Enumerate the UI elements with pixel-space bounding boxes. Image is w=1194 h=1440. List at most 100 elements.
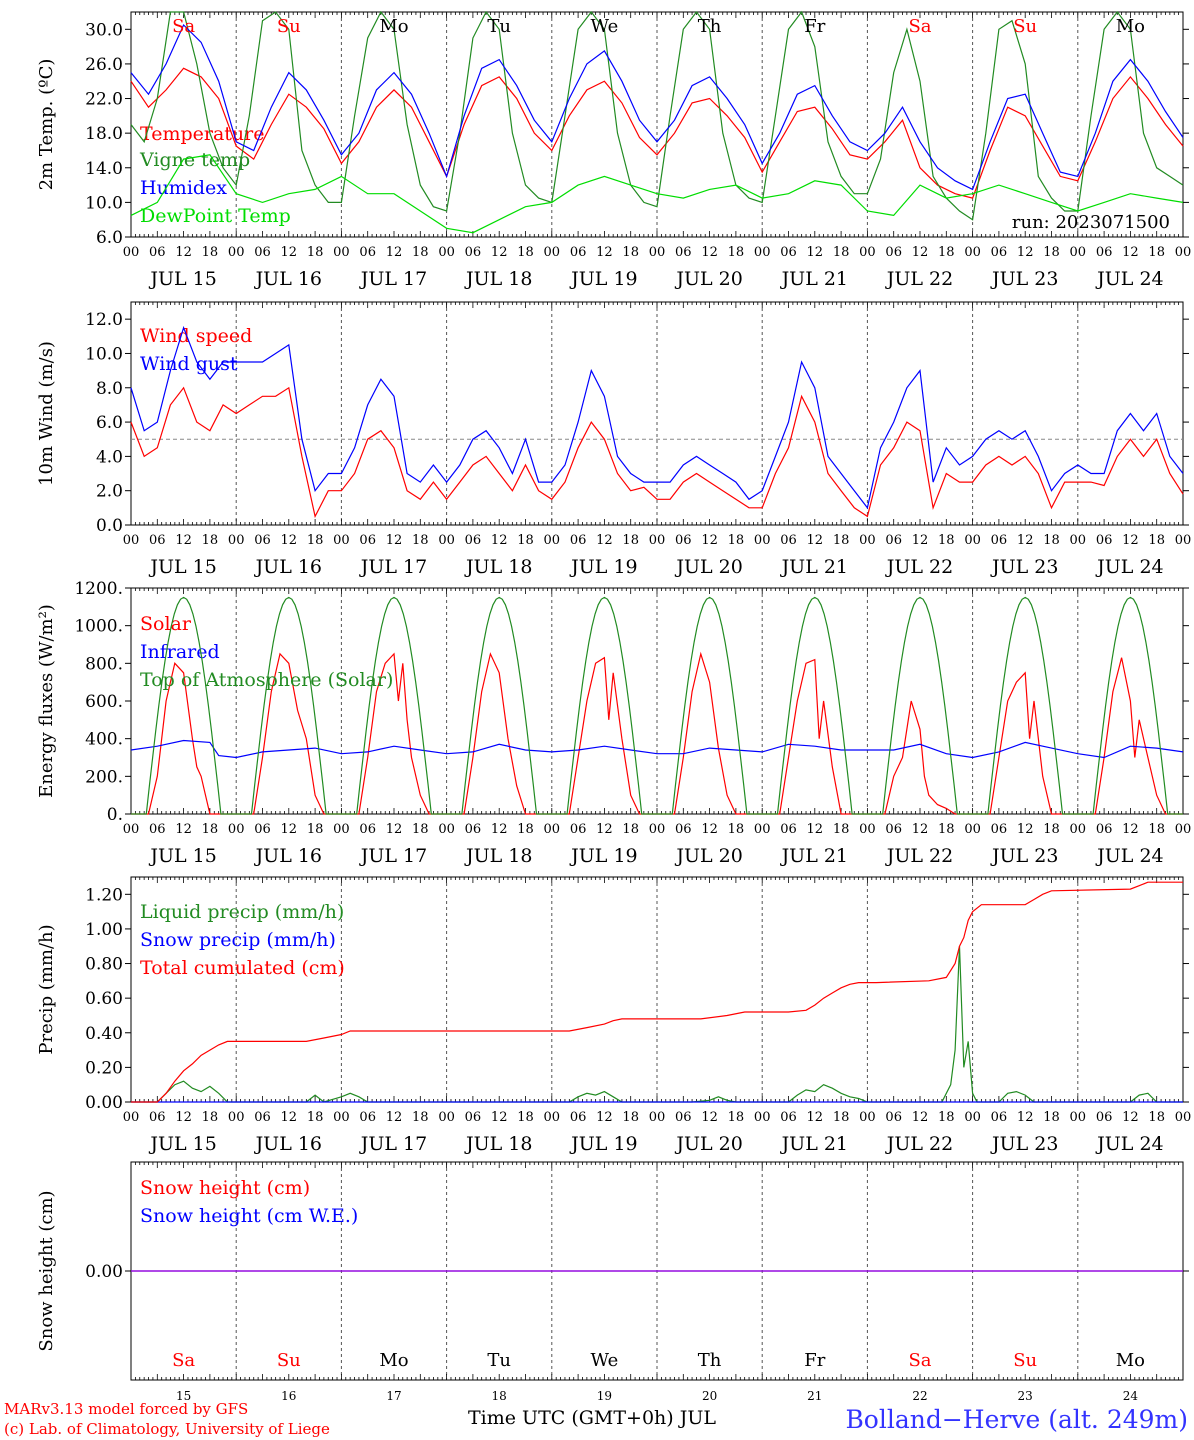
hour-label: 18 [1043, 533, 1060, 548]
legend-entry: Vigne temp [139, 149, 250, 171]
hour-label: 18 [1148, 245, 1165, 260]
legend-entry: Liquid precip (mm/h) [140, 901, 344, 923]
y-tick-label: 400. [85, 730, 123, 750]
date-label: JUL 23 [990, 556, 1058, 578]
hour-label: 00 [228, 822, 245, 837]
day-number-label: 21 [807, 1389, 822, 1403]
hour-label: 12 [1017, 533, 1034, 548]
y-tick-label: 14.0 [85, 159, 123, 179]
hour-label: 00 [123, 533, 140, 548]
y-tick-label: 1200. [74, 579, 123, 599]
hour-label: 18 [1043, 1110, 1060, 1125]
panel-1: 6.0 10.0 14.0 18.0 22.0 26.0 30.0 2m Temp. (ºC)… [36, 10, 1192, 290]
date-label: JUL 24 [1095, 845, 1163, 867]
weekday-label: Su [1013, 16, 1037, 37]
hour-label: 06 [885, 822, 902, 837]
hour-label: 12 [175, 1110, 192, 1125]
y-tick-label: 6.0 [96, 413, 123, 433]
date-label: JUL 22 [885, 556, 953, 578]
hour-label: 12 [912, 822, 929, 837]
hour-label: 12 [281, 533, 298, 548]
series-line-dewpoint-temp [130, 154, 1184, 234]
hour-label: 06 [254, 245, 271, 260]
hour-label: 06 [675, 245, 692, 260]
hour-label: 12 [807, 245, 824, 260]
hour-label: 00 [438, 1110, 455, 1125]
date-label: JUL 22 [885, 268, 953, 290]
hour-label: 18 [202, 1110, 219, 1125]
panel-3: 0. 200. 400. 600. 800. 1000. 1200. Energy fluxe… [36, 579, 1191, 867]
weekday-label: Fr [804, 1350, 825, 1371]
weekday-label: Fr [804, 16, 825, 37]
hour-label: 06 [465, 1110, 482, 1125]
date-label: JUL 24 [1095, 556, 1163, 578]
hour-label: 18 [938, 533, 955, 548]
legend-entry: Infrared [140, 641, 220, 663]
hour-label: 12 [596, 533, 613, 548]
run-label: run: 2023071500 [1012, 212, 1170, 233]
y-tick-label: 0. [107, 805, 123, 825]
hour-label: 12 [701, 1110, 718, 1125]
hour-label: 06 [570, 533, 587, 548]
day-number-label: 15 [176, 1389, 191, 1403]
date-label: JUL 15 [148, 268, 216, 290]
hour-label: 06 [465, 245, 482, 260]
date-label: JUL 22 [885, 1133, 953, 1155]
y-tick-label: 2.0 [96, 482, 123, 502]
date-label: JUL 19 [569, 845, 637, 867]
y-tick-label: 1.20 [85, 885, 123, 905]
hour-label: 18 [622, 822, 639, 837]
weekday-label: Sa [172, 1350, 195, 1371]
hour-label: 18 [412, 533, 429, 548]
hour-label: 18 [517, 533, 534, 548]
weekday-label: Su [1013, 1350, 1037, 1371]
weekday-label: Th [698, 1350, 722, 1371]
hour-label: 18 [1148, 1110, 1165, 1125]
y-tick-label: 0.0 [96, 516, 123, 536]
hour-label: 00 [333, 822, 350, 837]
y-tick-label: 600. [85, 692, 123, 712]
series-line-vigne-temp [130, 10, 1184, 221]
hour-label: 06 [1096, 822, 1113, 837]
station-label: Bolland−Herve (alt. 249m) [845, 1405, 1188, 1434]
x-axis-title: Time UTC (GMT+0h) JUL [468, 1407, 716, 1429]
hour-label: 00 [333, 245, 350, 260]
hour-label: 18 [412, 245, 429, 260]
date-label: JUL 16 [254, 268, 322, 290]
hour-label: 00 [754, 1110, 771, 1125]
date-label: JUL 19 [569, 268, 637, 290]
hour-label: 00 [649, 1110, 666, 1125]
hour-label: 18 [202, 245, 219, 260]
date-label: JUL 18 [464, 845, 532, 867]
hour-label: 12 [596, 1110, 613, 1125]
day-number-label: 24 [1123, 1389, 1139, 1403]
date-label: JUL 18 [464, 556, 532, 578]
date-label: JUL 18 [464, 268, 532, 290]
hour-label: 06 [1096, 1110, 1113, 1125]
hour-label: 06 [359, 245, 376, 260]
hour-label: 18 [1043, 822, 1060, 837]
hour-label: 18 [517, 822, 534, 837]
weekday-label: Th [698, 16, 722, 37]
hour-label: 06 [885, 533, 902, 548]
hour-label: 00 [1175, 245, 1192, 260]
hour-label: 06 [780, 533, 797, 548]
hour-label: 12 [281, 1110, 298, 1125]
hour-label: 18 [307, 245, 324, 260]
y-tick-label: 22.0 [85, 90, 123, 110]
hour-label: 12 [491, 533, 508, 548]
hour-label: 06 [359, 1110, 376, 1125]
hour-label: 00 [438, 245, 455, 260]
y-axis-label: 2m Temp. (ºC) [36, 59, 57, 191]
date-label: JUL 20 [674, 845, 742, 867]
date-label: JUL 18 [464, 1133, 532, 1155]
hour-label: 06 [780, 1110, 797, 1125]
hour-label: 06 [570, 1110, 587, 1125]
hour-label: 12 [1122, 1110, 1139, 1125]
hour-label: 00 [438, 533, 455, 548]
hour-label: 00 [228, 245, 245, 260]
hour-label: 00 [964, 533, 981, 548]
date-label: JUL 15 [148, 556, 216, 578]
hour-label: 00 [1175, 1110, 1192, 1125]
